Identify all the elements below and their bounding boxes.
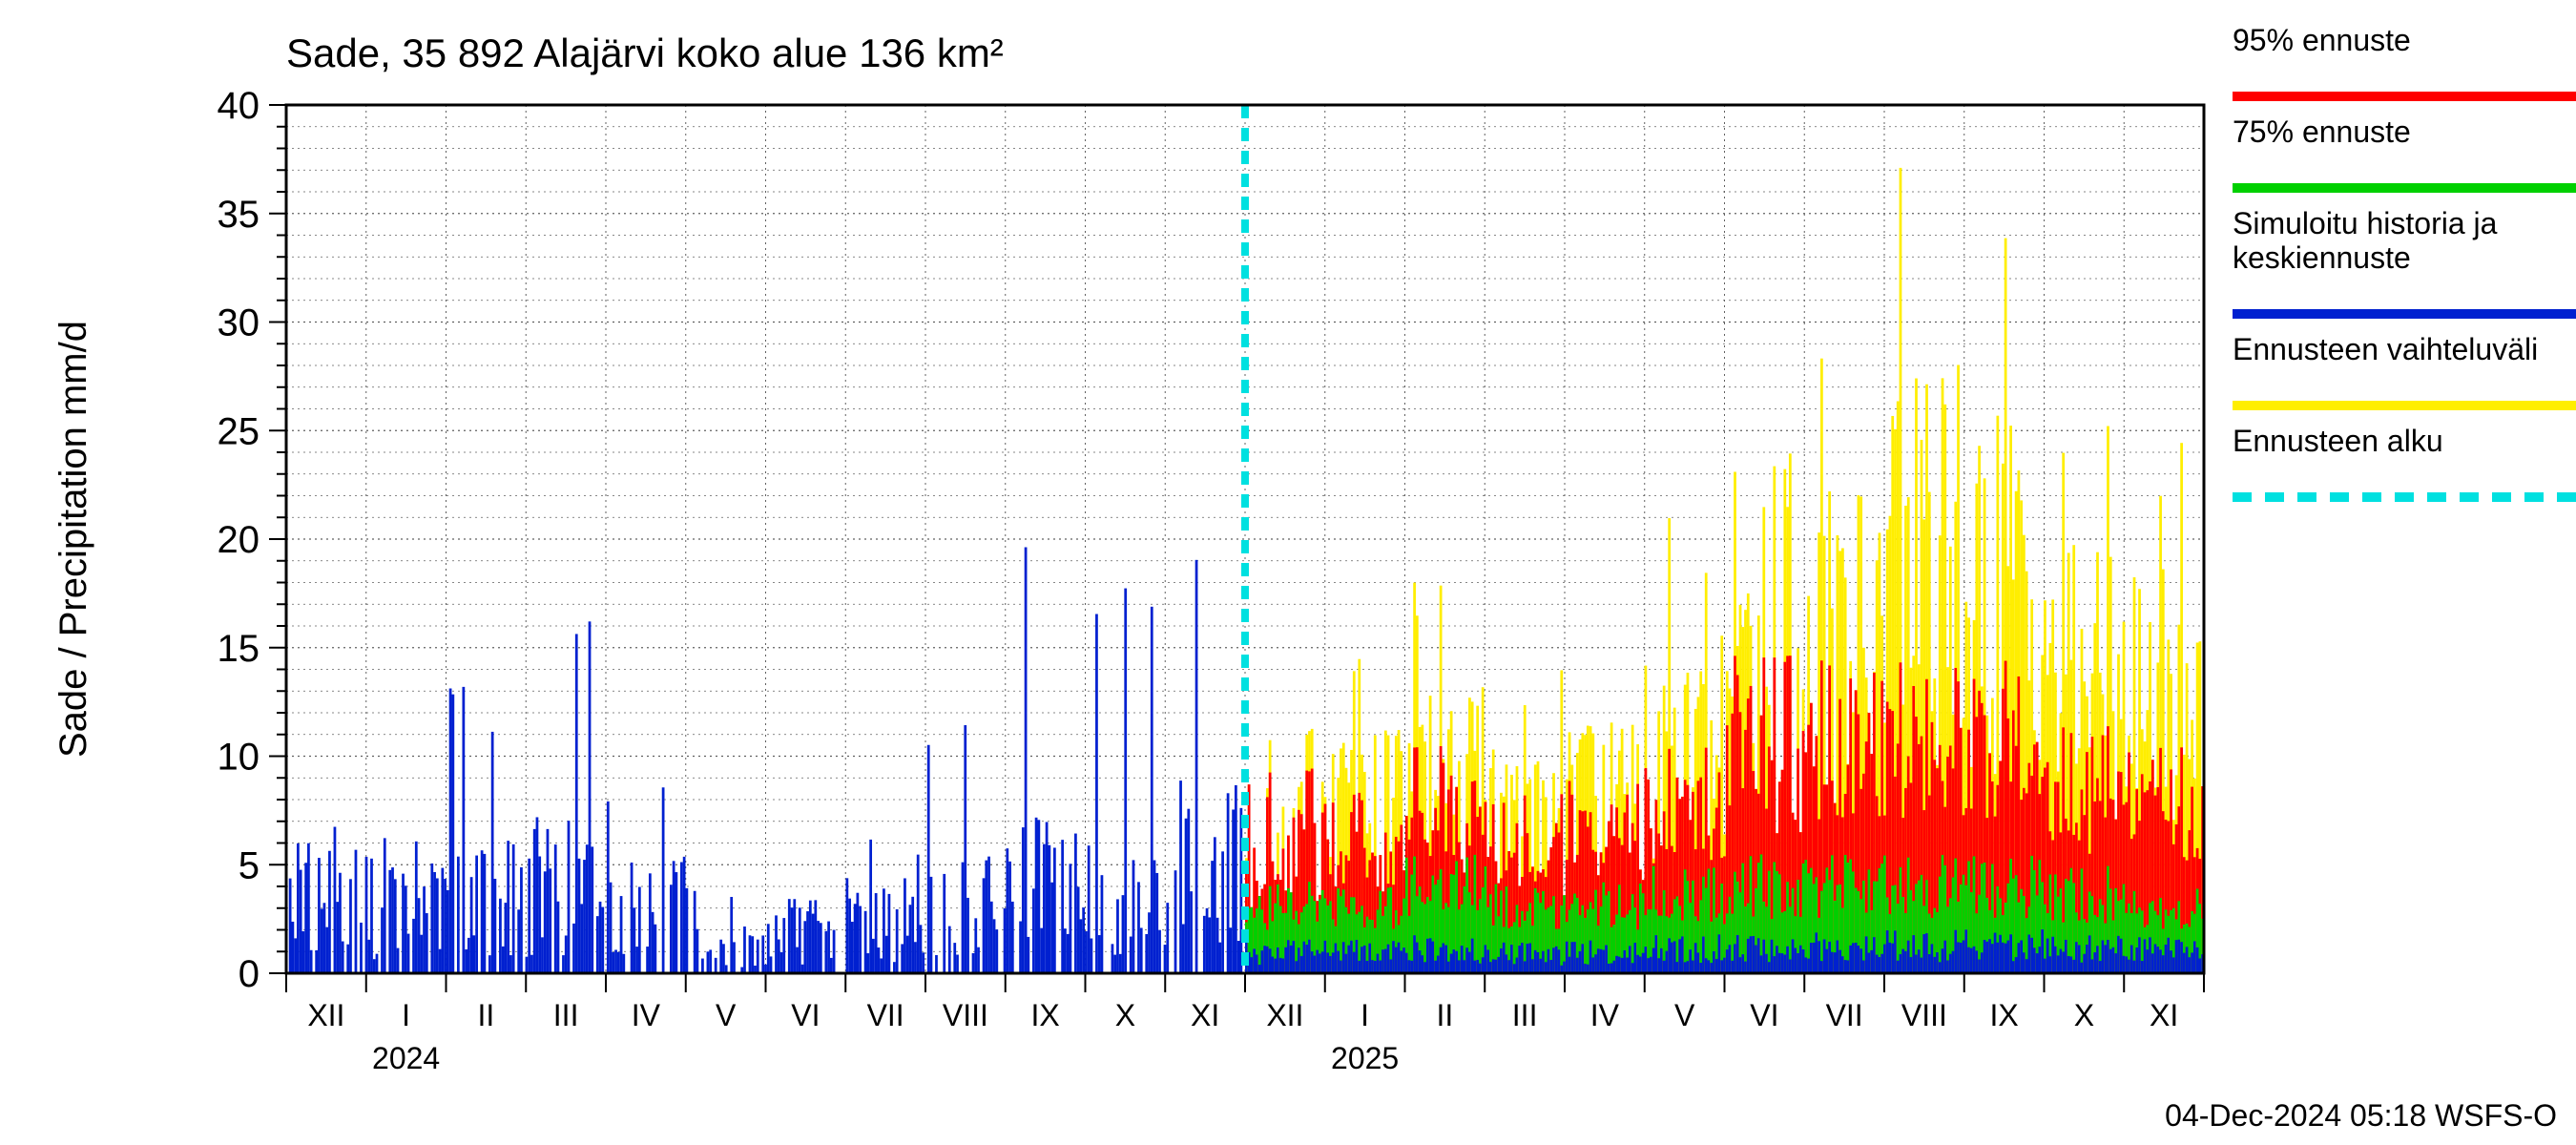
- svg-text:V: V: [716, 998, 737, 1032]
- svg-text:III: III: [553, 998, 579, 1032]
- svg-text:10: 10: [218, 737, 260, 779]
- svg-text:XII: XII: [1266, 998, 1303, 1032]
- svg-text:I: I: [402, 998, 410, 1032]
- svg-text:IX: IX: [1990, 998, 2019, 1032]
- legend-label: Simuloitu historia ja: [2233, 206, 2498, 240]
- svg-text:II: II: [477, 998, 494, 1032]
- legend-label: Ennusteen vaihteluväli: [2233, 332, 2538, 366]
- svg-text:IV: IV: [632, 998, 661, 1032]
- svg-text:5: 5: [239, 844, 260, 886]
- svg-text:VII: VII: [1826, 998, 1863, 1032]
- svg-text:X: X: [1115, 998, 1135, 1032]
- svg-text:30: 30: [218, 302, 260, 344]
- legend-label: Ennusteen alku: [2233, 424, 2443, 458]
- precipitation-chart: 0510152025303540XIIIIIIIIIVVVIVIIVIIIIXX…: [0, 0, 2576, 1145]
- footer-timestamp: 04-Dec-2024 05:18 WSFS-O: [2165, 1098, 2557, 1133]
- svg-text:I: I: [1361, 998, 1369, 1032]
- legend-label: 95% ennuste: [2233, 23, 2411, 57]
- svg-text:VII: VII: [867, 998, 904, 1032]
- svg-text:2025: 2025: [1331, 1041, 1399, 1075]
- svg-text:II: II: [1436, 998, 1453, 1032]
- svg-text:XI: XI: [1191, 998, 1219, 1032]
- svg-text:2024: 2024: [372, 1041, 440, 1075]
- svg-text:VI: VI: [1750, 998, 1778, 1032]
- y-axis-label: Sade / Precipitation mm/d: [52, 321, 94, 758]
- svg-text:III: III: [1512, 998, 1538, 1032]
- svg-text:X: X: [2074, 998, 2094, 1032]
- svg-text:VI: VI: [791, 998, 820, 1032]
- svg-text:IV: IV: [1590, 998, 1620, 1032]
- svg-text:V: V: [1674, 998, 1695, 1032]
- svg-text:40: 40: [218, 85, 260, 127]
- svg-text:IX: IX: [1031, 998, 1060, 1032]
- svg-text:XI: XI: [2150, 998, 2178, 1032]
- svg-text:20: 20: [218, 519, 260, 561]
- svg-text:VIII: VIII: [943, 998, 988, 1032]
- legend-label: keskiennuste: [2233, 240, 2411, 275]
- svg-text:25: 25: [218, 410, 260, 452]
- svg-text:15: 15: [218, 628, 260, 670]
- svg-text:VIII: VIII: [1901, 998, 1947, 1032]
- legend-label: 75% ennuste: [2233, 114, 2411, 149]
- chart-title: Sade, 35 892 Alajärvi koko alue 136 km²: [286, 31, 1004, 75]
- svg-text:35: 35: [218, 194, 260, 236]
- svg-text:0: 0: [239, 953, 260, 995]
- svg-text:XII: XII: [307, 998, 344, 1032]
